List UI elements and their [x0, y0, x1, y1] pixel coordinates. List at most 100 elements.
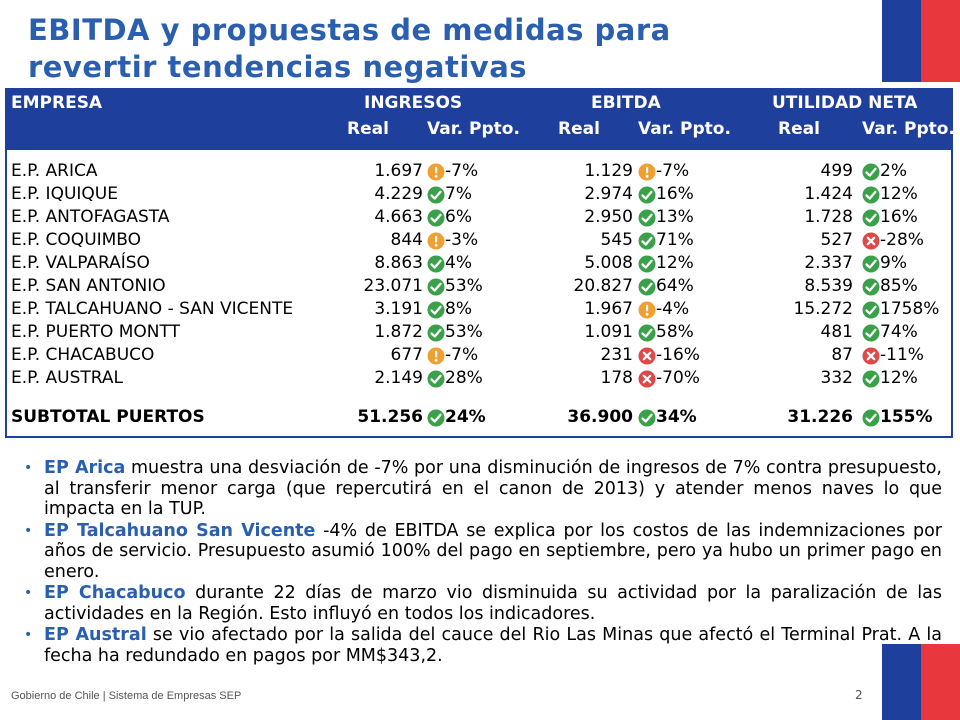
check-icon	[638, 409, 656, 427]
check-icon	[638, 186, 656, 204]
check-icon	[862, 278, 880, 296]
ing-variance: 28%	[445, 368, 483, 388]
bullet-highlight: EP Arica	[44, 458, 126, 478]
eb-real-value: 36.900	[567, 407, 633, 427]
check-icon	[862, 186, 880, 204]
header-ut-real: Real	[778, 119, 820, 139]
check-icon	[862, 163, 880, 181]
bullet-dot: •	[24, 585, 33, 601]
title-line-2: revertir tendencias negativas	[28, 50, 528, 84]
eb-real-value: 1.129	[584, 161, 633, 181]
check-icon	[427, 301, 445, 319]
company-name: E.P. TALCAHUANO - SAN VICENTE	[11, 299, 294, 319]
eb-real-value: 2.950	[584, 207, 633, 227]
bullet-text: muestra una desviación de -7% por una di…	[44, 458, 942, 519]
ut-variance: 16%	[880, 207, 918, 227]
company-name: E.P. SAN ANTONIO	[11, 276, 166, 296]
page-title: EBITDA y propuestas de medidas para reve…	[28, 12, 848, 86]
cross-icon	[862, 347, 880, 365]
table-row: E.P. COQUIMBO 844 -3% 545 71% 527 -28%	[7, 230, 951, 252]
notes-list: • EP Arica muestra una desviación de -7% …	[24, 458, 942, 667]
check-icon	[862, 209, 880, 227]
ut-real-value: 15.272	[793, 299, 853, 319]
results-table: EMPRESA INGRESOS EBITDA UTILIDAD NETA Re…	[5, 88, 955, 438]
ut-real-value: 332	[820, 368, 853, 388]
bullet-dot: •	[24, 460, 33, 476]
eb-variance: 71%	[656, 230, 694, 250]
company-name: E.P. AUSTRAL	[11, 368, 124, 388]
company-name: SUBTOTAL PUERTOS	[11, 407, 205, 427]
ing-variance: -7%	[445, 161, 479, 181]
eb-variance: -4%	[656, 299, 690, 319]
cross-icon	[638, 370, 656, 388]
ut-real-value: 2.337	[804, 253, 853, 273]
ut-variance: 2%	[880, 161, 907, 181]
bullet-highlight: EP Chacabuco	[44, 583, 186, 603]
eb-real-value: 231	[600, 345, 633, 365]
footer-text: Gobierno de Chile | Sistema de Empresas …	[11, 690, 242, 702]
ut-variance: 85%	[880, 276, 918, 296]
eb-variance: 64%	[656, 276, 694, 296]
header-eb-real: Real	[558, 119, 600, 139]
ut-variance: 155%	[880, 407, 933, 427]
company-name: E.P. PUERTO MONTT	[11, 322, 180, 342]
ing-variance: 7%	[445, 184, 472, 204]
eb-real-value: 5.008	[584, 253, 633, 273]
ing-real-value: 51.256	[357, 407, 423, 427]
table-row: E.P. ARICA 1.697 -7% 1.129 -7% 499 2%	[7, 161, 951, 183]
bullet-item: • EP Talcahuano San Vicente -4% de EBITDA…	[24, 521, 942, 583]
cross-icon	[862, 232, 880, 250]
ing-real-value: 23.071	[363, 276, 423, 296]
eb-real-value: 1.091	[584, 322, 633, 342]
bullet-item: • EP Austral se vio afectado por la salid…	[24, 625, 942, 666]
ing-real-value: 3.191	[374, 299, 423, 319]
ing-variance: -3%	[445, 230, 479, 250]
check-icon	[638, 232, 656, 250]
eb-variance: 34%	[656, 407, 697, 427]
eb-variance: 16%	[656, 184, 694, 204]
eb-real-value: 2.974	[584, 184, 633, 204]
chile-flag-top	[882, 0, 960, 82]
ing-variance: 24%	[445, 407, 486, 427]
table-row: E.P. PUERTO MONTT 1.872 53% 1.091 58% 481 74%	[7, 322, 951, 344]
ut-real-value: 8.539	[804, 276, 853, 296]
header-ing-var: Var. Ppto.	[427, 119, 520, 139]
check-icon	[427, 324, 445, 342]
ut-variance: 12%	[880, 184, 918, 204]
bullet-highlight: EP Austral	[44, 625, 147, 645]
header-empresa: EMPRESA	[11, 93, 103, 113]
company-name: E.P. COQUIMBO	[11, 230, 142, 250]
bullet-text: -4% de EBITDA se explica por los costos …	[44, 520, 942, 582]
warning-icon	[427, 163, 445, 181]
ing-variance: 8%	[445, 299, 472, 319]
ing-real-value: 1.697	[374, 161, 423, 181]
header-ing-real: Real	[347, 119, 389, 139]
bullet-dot: •	[24, 522, 33, 539]
bullet-text: se vio afectado por la salida del cauce …	[44, 625, 942, 666]
table-row: E.P. AUSTRAL 2.149 28% 178 -70% 332 12%	[7, 368, 951, 390]
table-row: E.P. CHACABUCO 677 -7% 231 -16% 87 -11%	[7, 345, 951, 367]
ing-real-value: 1.872	[374, 322, 423, 342]
ut-real-value: 1.424	[804, 184, 853, 204]
check-icon	[427, 186, 445, 204]
ing-variance: 53%	[445, 322, 483, 342]
ing-real-value: 4.663	[374, 207, 423, 227]
ut-real-value: 527	[820, 230, 853, 250]
table-row: E.P. IQUIQUE 4.229 7% 2.974 16% 1.424 12%	[7, 184, 951, 206]
check-icon	[638, 255, 656, 273]
eb-real-value: 20.827	[573, 276, 633, 296]
eb-variance: -70%	[656, 368, 700, 388]
ing-real-value: 8.863	[374, 253, 423, 273]
table-row: E.P. TALCAHUANO - SAN VICENTE 3.191 8% 1.96…	[7, 299, 951, 321]
warning-icon	[427, 347, 445, 365]
check-icon	[862, 409, 880, 427]
eb-variance: -7%	[656, 161, 690, 181]
check-icon	[638, 324, 656, 342]
eb-variance: 13%	[656, 207, 694, 227]
ut-real-value: 1.728	[804, 207, 853, 227]
ing-variance: 6%	[445, 207, 472, 227]
page-number: 2	[855, 688, 863, 702]
header-eb-var: Var. Ppto.	[638, 119, 731, 139]
ut-real-value: 481	[820, 322, 853, 342]
ut-variance: -11%	[880, 345, 924, 365]
